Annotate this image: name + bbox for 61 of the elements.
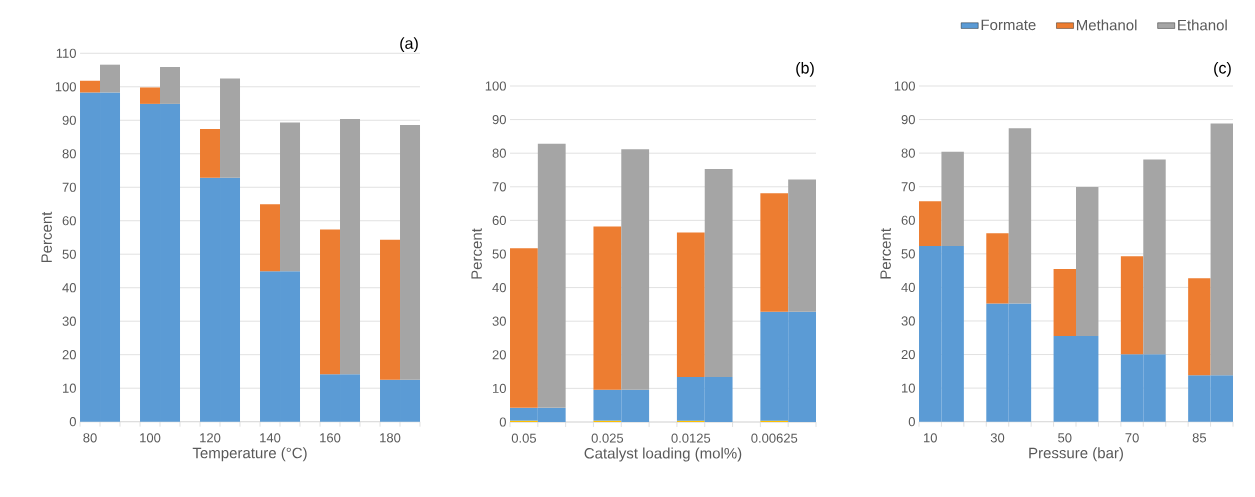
x-tick-label: 85 bbox=[1192, 433, 1207, 443]
x-tick-label: 140 bbox=[260, 433, 281, 443]
y-tick-label: 90 bbox=[492, 114, 506, 125]
x-tick-label: 30 bbox=[990, 433, 1005, 443]
y-tick-label: 0 bbox=[69, 417, 76, 427]
y-tick-label: 0 bbox=[908, 417, 915, 427]
legend-label: Ethanol bbox=[1178, 19, 1227, 31]
y-tick-label: 30 bbox=[62, 316, 76, 326]
legend-label: Formate bbox=[981, 19, 1036, 31]
y-tick-label: 0 bbox=[499, 417, 506, 427]
y-tick-label: 40 bbox=[62, 283, 76, 293]
x-tick-label: 160 bbox=[320, 433, 341, 443]
y-tick-label: 20 bbox=[901, 349, 915, 360]
y-tick-label: 10 bbox=[493, 383, 506, 393]
y-tick-label: 30 bbox=[901, 316, 915, 326]
y-tick-label: 60 bbox=[62, 216, 76, 226]
y-tick-label: 20 bbox=[492, 350, 506, 360]
y-tick-label: 100 bbox=[485, 81, 506, 91]
y-tick-label: 10 bbox=[63, 383, 76, 393]
y-tick-label: 20 bbox=[62, 350, 76, 360]
x-axis-title: Temperature (°C) bbox=[192, 447, 307, 462]
y-tick-label: 80 bbox=[492, 148, 506, 158]
y-tick-label: 90 bbox=[62, 115, 76, 125]
y-tick-label: 100 bbox=[894, 81, 915, 91]
y-tick-label: 90 bbox=[901, 114, 915, 125]
x-axis-title: Pressure (bar) bbox=[1029, 447, 1123, 462]
y-tick-label: 70 bbox=[901, 182, 915, 192]
x-tick-label: 0.0125 bbox=[671, 433, 711, 443]
y-tick-label: 50 bbox=[62, 249, 76, 259]
y-tick-label: 60 bbox=[901, 215, 915, 225]
y-tick-label: 10 bbox=[902, 383, 915, 393]
x-tick-label: 80 bbox=[83, 433, 97, 443]
y-tick-label: 110 bbox=[56, 48, 76, 58]
x-tick-label: 100 bbox=[140, 433, 161, 443]
x-tick-label: 10 bbox=[923, 433, 937, 443]
y-axis-title: Percent bbox=[880, 228, 891, 279]
y-axis-title: Percent bbox=[41, 211, 52, 263]
x-tick-label: 180 bbox=[380, 433, 401, 443]
x-tick-label: 50 bbox=[1058, 433, 1072, 443]
y-tick-label: 80 bbox=[901, 148, 915, 158]
y-tick-label: 80 bbox=[62, 149, 76, 159]
text: (b) bbox=[796, 61, 814, 77]
x-tick-label: 120 bbox=[200, 433, 221, 443]
x-axis-title: Catalyst loading (mol%) bbox=[584, 447, 742, 462]
y-tick-label: 50 bbox=[492, 249, 506, 259]
text: (a) bbox=[400, 37, 418, 53]
x-tick-label: 0.05 bbox=[511, 433, 537, 443]
y-tick-label: 70 bbox=[62, 182, 76, 192]
y-tick-label: 60 bbox=[492, 215, 506, 225]
x-tick-label: 0.025 bbox=[591, 433, 624, 443]
x-tick-label: 0.00625 bbox=[751, 433, 798, 443]
y-tick-label: 40 bbox=[492, 282, 506, 293]
y-tick-label: 40 bbox=[901, 282, 915, 293]
legend-label: Methanol bbox=[1076, 19, 1137, 31]
y-axis-title: Percent bbox=[471, 228, 482, 279]
y-tick-label: 50 bbox=[901, 249, 915, 259]
y-tick-label: 70 bbox=[492, 182, 506, 192]
text: (c) bbox=[1214, 61, 1231, 77]
x-tick-label: 70 bbox=[1125, 433, 1139, 443]
y-tick-label: 100 bbox=[55, 82, 76, 92]
y-tick-label: 30 bbox=[492, 316, 506, 326]
